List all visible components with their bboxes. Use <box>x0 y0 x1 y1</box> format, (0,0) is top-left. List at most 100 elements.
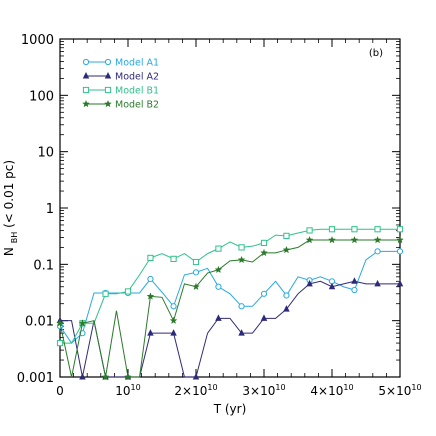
y-label-rest: (< 0.01 pc) <box>2 160 16 228</box>
data-point <box>396 248 404 255</box>
series-model-b1 <box>56 226 404 347</box>
data-point <box>260 248 268 257</box>
legend-label: Model A2 <box>115 72 159 83</box>
legend-marker <box>104 86 112 94</box>
data-point <box>306 279 313 287</box>
legend-marker <box>82 58 90 66</box>
data-point <box>170 329 177 336</box>
data-point <box>283 292 290 299</box>
data-point <box>328 226 336 233</box>
series-line <box>60 280 400 378</box>
data-point <box>328 235 336 244</box>
data-point <box>351 277 358 284</box>
series-line <box>59 239 400 378</box>
y-tick-label: 100 <box>29 89 54 104</box>
y-tick-label: 1000 <box>21 33 54 48</box>
data-point <box>350 235 359 244</box>
data-point <box>283 232 290 239</box>
legend-marker <box>82 86 90 94</box>
data-point <box>238 329 245 336</box>
data-point <box>56 339 64 347</box>
data-point <box>260 290 268 297</box>
data-point <box>124 288 132 295</box>
data-point <box>102 290 109 297</box>
data-point <box>306 227 313 234</box>
data-point <box>260 239 268 247</box>
data-point <box>374 248 381 255</box>
data-point <box>147 275 154 283</box>
x-tick-label: 4×1010 <box>310 383 353 398</box>
legend-marker <box>82 99 90 108</box>
data-point <box>56 319 64 327</box>
y-tick-label: 0.1 <box>33 258 54 273</box>
data-point <box>215 245 222 252</box>
data-point <box>147 329 154 336</box>
data-point <box>396 226 404 233</box>
data-point <box>146 292 155 300</box>
data-point <box>214 265 223 274</box>
data-point <box>374 279 381 287</box>
y-axis: 0.001 0.01 0.1 1 10 100 1000 <box>17 33 400 386</box>
data-point <box>192 282 200 291</box>
data-point <box>283 305 290 312</box>
data-point <box>305 235 314 244</box>
data-point <box>374 226 381 233</box>
data-point <box>192 258 200 266</box>
legend-label: Model B1 <box>115 86 159 97</box>
data-point <box>396 279 404 287</box>
data-point <box>101 372 110 381</box>
legend-item: Model B1 <box>82 86 159 97</box>
x-axis-label: T (yr) <box>213 402 247 416</box>
data-point <box>192 269 200 276</box>
legend-item: Model A2 <box>82 72 159 83</box>
data-point <box>170 255 177 262</box>
data-point <box>79 373 86 380</box>
legend: Model A1 Model A2 Model B1 Model B2 <box>82 58 159 111</box>
data-point <box>237 255 246 264</box>
x-tick-label: 1010 <box>115 383 140 398</box>
series-line <box>60 228 400 344</box>
series-layer <box>56 226 404 381</box>
y-label-main: N <box>2 247 16 256</box>
data-point <box>124 372 132 381</box>
x-axis: 0 1010 2×1010 3×1010 4×1010 5×1010 <box>56 39 422 398</box>
data-point <box>373 235 382 244</box>
legend-item: Model B2 <box>82 99 159 111</box>
data-point <box>260 314 268 321</box>
legend-label: Model A1 <box>115 58 159 69</box>
data-point <box>351 286 358 294</box>
legend-marker <box>82 72 90 79</box>
y-tick-label: 0.01 <box>25 315 54 330</box>
legend-marker <box>104 99 112 108</box>
data-point <box>78 319 87 327</box>
data-point <box>169 316 178 325</box>
data-point <box>238 303 245 310</box>
data-point <box>170 303 177 310</box>
legend-label: Model B2 <box>115 100 159 111</box>
x-tick-label: 2×1010 <box>174 383 217 398</box>
data-point <box>215 314 222 321</box>
y-axis-label: N BH (< 0.01 pc) <box>2 160 20 256</box>
series-model-a2 <box>56 277 404 380</box>
series-model-a1 <box>56 248 404 344</box>
data-point <box>351 226 358 233</box>
series-model-b2 <box>56 235 404 381</box>
svg-text:N BH (< 0.01 pc): N BH (< 0.01 pc) <box>2 160 20 256</box>
data-point <box>215 283 222 290</box>
data-point <box>238 244 245 251</box>
y-tick-label: 0.001 <box>17 371 54 386</box>
legend-marker <box>104 72 112 79</box>
series-line <box>59 250 400 344</box>
panel-label: (b) <box>369 48 383 59</box>
y-label-sub: BH <box>10 232 19 244</box>
data-point <box>147 254 154 262</box>
y-tick-label: 1 <box>46 202 54 217</box>
x-tick-label: 5×1010 <box>378 383 421 398</box>
data-point <box>282 245 291 254</box>
x-tick-label: 3×1010 <box>242 383 285 398</box>
y-tick-label: 10 <box>37 146 54 161</box>
data-point <box>396 235 404 244</box>
x-tick-label: 0 <box>56 384 64 398</box>
data-point <box>192 373 200 380</box>
